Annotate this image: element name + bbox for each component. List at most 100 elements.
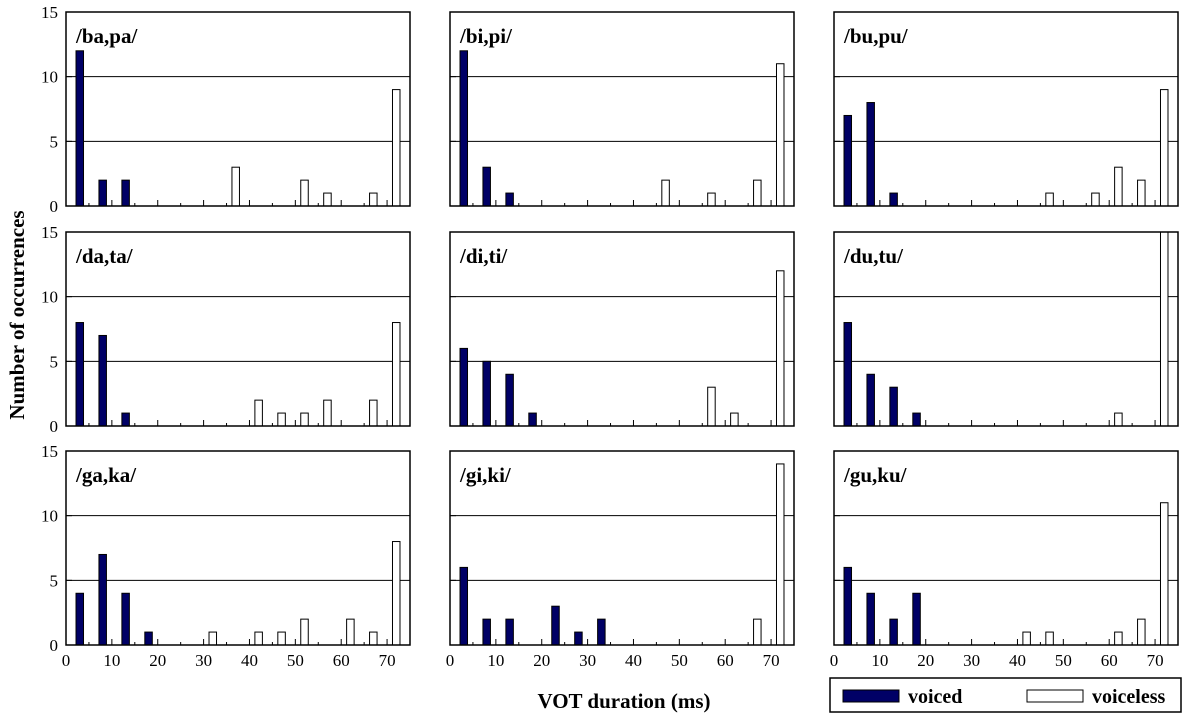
y-tick-label: 0	[50, 417, 59, 436]
x-tick-label: 10	[487, 651, 504, 670]
panel-title: /da,ta/	[75, 244, 134, 268]
bar-voiceless	[661, 179, 670, 207]
panel-frame	[833, 231, 1179, 427]
bar-voiced	[98, 334, 107, 427]
bar-voiced	[121, 592, 130, 646]
panel-ga-ka: 0 5 10 15 0 10 20 30 40 50 60 70/ga,ka/	[41, 442, 411, 670]
y-tick-label: 10	[41, 68, 58, 87]
bar-voiceless	[775, 463, 785, 646]
panel-frame	[65, 231, 411, 427]
y-tick-label: 15	[41, 3, 58, 22]
y-tick-label: 10	[41, 288, 58, 307]
bar-voiced	[889, 192, 898, 207]
legend-label-voiced: voiced	[908, 686, 962, 708]
bar-voiced	[889, 618, 898, 646]
x-tick-label: 10	[103, 651, 120, 670]
bar-voiced	[98, 553, 107, 646]
bar-voiced	[889, 386, 898, 427]
bar-voiceless	[369, 192, 378, 207]
bar-voiceless	[300, 412, 309, 427]
bar-voiced	[866, 373, 875, 427]
bar-voiceless	[707, 386, 716, 427]
panel-title: /ga,ka/	[75, 463, 137, 487]
bar-voiced	[482, 166, 491, 207]
x-tick-label: 0	[62, 651, 71, 670]
panel-gu-ku: 0 10 20 30 40 50 60 70/gu,ku/	[830, 450, 1179, 670]
bar-voiced	[551, 605, 560, 646]
bar-voiceless	[775, 63, 785, 207]
bar-voiced	[482, 618, 491, 646]
y-tick-label: 15	[41, 442, 58, 461]
bar-voiceless	[753, 179, 762, 207]
bar-voiced	[843, 322, 853, 427]
bar-voiced	[144, 631, 153, 646]
x-tick-label: 50	[287, 651, 304, 670]
legend-label-voiceless: voiceless	[1092, 686, 1166, 708]
x-tick-label: 60	[1101, 651, 1118, 670]
bar-voiceless	[1159, 502, 1169, 646]
x-tick-label: 40	[625, 651, 642, 670]
panel-frame	[65, 11, 411, 207]
x-axis-label: VOT duration (ms)	[537, 689, 710, 713]
y-axis-label: Number of occurrences	[5, 210, 29, 419]
panel-title: /gu,ku/	[843, 463, 908, 487]
bar-voiceless	[1114, 412, 1123, 427]
panel-bu-pu: /bu,pu/	[833, 11, 1179, 207]
x-tick-label: 60	[333, 651, 350, 670]
panel-title: /du,tu/	[843, 244, 904, 268]
bar-voiced	[574, 631, 583, 646]
bar-voiced	[75, 50, 85, 207]
panel-gi-ki: 0 10 20 30 40 50 60 70/gi,ki/	[446, 450, 795, 670]
bar-voiceless	[1045, 631, 1054, 646]
bar-voiceless	[707, 192, 716, 207]
bar-voiceless	[1137, 179, 1146, 207]
panel-ba-pa: 0 5 10 15/ba,pa/	[41, 3, 411, 216]
panel-frame	[449, 450, 795, 646]
bar-voiceless	[369, 399, 378, 427]
legend-box	[829, 677, 1182, 713]
bar-voiceless	[1137, 618, 1146, 646]
panel-frame	[449, 231, 795, 427]
panel-da-ta: 0 5 10 15/da,ta/	[41, 223, 411, 436]
bar-voiceless	[391, 89, 401, 207]
panel-du-tu: /du,tu/	[833, 231, 1179, 427]
x-tick-label: 30	[579, 651, 596, 670]
bar-voiceless	[775, 270, 785, 427]
bar-voiceless	[1159, 231, 1169, 427]
x-tick-label: 10	[871, 651, 888, 670]
legend: voiced voiceless	[829, 677, 1182, 713]
bar-voiced	[597, 618, 606, 646]
panel-frame	[449, 11, 795, 207]
bar-voiceless	[391, 541, 401, 646]
bar-voiceless	[391, 322, 401, 427]
bar-voiced	[912, 412, 921, 427]
bar-voiced	[121, 179, 130, 207]
bar-voiced	[843, 114, 853, 207]
y-tick-label: 0	[50, 636, 59, 655]
x-tick-label: 70	[379, 651, 396, 670]
bar-voiceless	[753, 618, 762, 646]
bar-voiceless	[254, 631, 263, 646]
bar-voiceless	[277, 412, 286, 427]
bar-voiced	[75, 592, 85, 646]
bar-voiceless	[1114, 631, 1123, 646]
bar-voiced	[75, 322, 85, 427]
panel-bi-pi: /bi,pi/	[449, 11, 795, 207]
bar-voiced	[121, 412, 130, 427]
panel-title: /gi,ki/	[459, 463, 512, 487]
bar-voiceless	[1114, 166, 1123, 207]
bar-voiced	[459, 347, 469, 427]
bar-voiceless	[730, 412, 739, 427]
bar-voiceless	[277, 631, 286, 646]
legend-swatch-voiced	[842, 689, 900, 703]
x-tick-label: 30	[963, 651, 980, 670]
panel-title: /bi,pi/	[459, 24, 513, 48]
panel-title: /di,ti/	[459, 244, 508, 268]
bar-voiceless	[346, 618, 355, 646]
bar-voiceless	[300, 179, 309, 207]
bar-voiced	[505, 192, 514, 207]
panel-title: /bu,pu/	[843, 24, 909, 48]
bar-voiceless	[300, 618, 309, 646]
x-tick-label: 0	[446, 651, 455, 670]
